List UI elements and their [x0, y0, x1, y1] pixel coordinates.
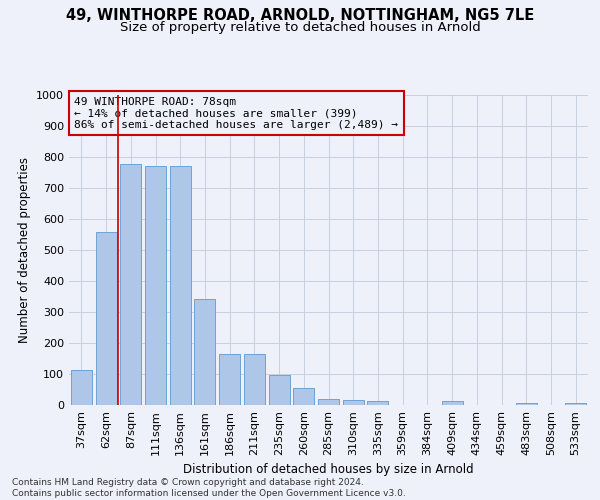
- X-axis label: Distribution of detached houses by size in Arnold: Distribution of detached houses by size …: [183, 463, 474, 476]
- Bar: [318, 399, 339, 405]
- Bar: [145, 166, 166, 405]
- Bar: [442, 402, 463, 405]
- Text: 49 WINTHORPE ROAD: 78sqm
← 14% of detached houses are smaller (399)
86% of semi-: 49 WINTHORPE ROAD: 78sqm ← 14% of detach…: [74, 96, 398, 130]
- Bar: [120, 164, 141, 405]
- Bar: [293, 388, 314, 405]
- Text: Size of property relative to detached houses in Arnold: Size of property relative to detached ho…: [119, 21, 481, 34]
- Text: Contains HM Land Registry data © Crown copyright and database right 2024.
Contai: Contains HM Land Registry data © Crown c…: [12, 478, 406, 498]
- Bar: [343, 400, 364, 405]
- Bar: [95, 232, 116, 405]
- Bar: [516, 402, 537, 405]
- Y-axis label: Number of detached properties: Number of detached properties: [17, 157, 31, 343]
- Bar: [269, 374, 290, 405]
- Bar: [367, 401, 388, 405]
- Bar: [71, 370, 92, 405]
- Bar: [219, 354, 240, 405]
- Bar: [194, 298, 215, 405]
- Bar: [244, 354, 265, 405]
- Bar: [170, 166, 191, 405]
- Text: 49, WINTHORPE ROAD, ARNOLD, NOTTINGHAM, NG5 7LE: 49, WINTHORPE ROAD, ARNOLD, NOTTINGHAM, …: [66, 8, 534, 22]
- Bar: [565, 402, 586, 405]
